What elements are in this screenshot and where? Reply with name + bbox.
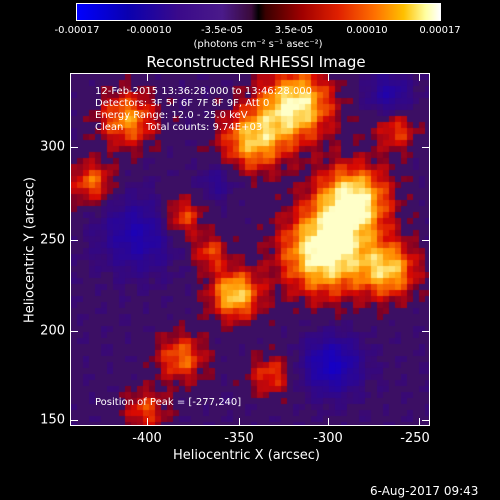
colorbar-tick-label: 3.5e-05 <box>274 25 314 36</box>
y-tick-label: 300 <box>40 139 65 155</box>
y-tick-mark <box>422 331 430 332</box>
time-range-label: 12-Feb-2015 13:36:28.000 to 13:46:28.000 <box>95 86 313 97</box>
rhessi-image-canvas <box>71 74 429 425</box>
colorbar <box>76 3 441 21</box>
x-axis-title: Heliocentric X (arcsec) <box>173 448 320 463</box>
y-tick-label: 150 <box>40 412 65 428</box>
y-tick-mark <box>70 331 78 332</box>
total-counts-label: Total counts: 9.74E+03 <box>146 122 263 133</box>
x-tick-mark <box>419 73 420 81</box>
colorbar-tick-label: -3.5e-05 <box>201 25 243 36</box>
footer-date: 6-Aug-2017 09:43 <box>370 484 479 498</box>
colorbar-tick-label: -0.00017 <box>54 25 100 36</box>
image-title: Reconstructed RHESSI Image <box>146 53 366 71</box>
x-tick-mark <box>147 418 148 426</box>
x-tick-mark <box>239 418 240 426</box>
x-tick-label: -300 <box>313 431 343 446</box>
y-tick-mark <box>70 420 78 421</box>
energy-range-label: Energy Range: 12.0 - 25.0 keV <box>95 110 248 121</box>
y-tick-label: 250 <box>40 232 65 248</box>
y-tick-mark <box>422 420 430 421</box>
x-tick-mark <box>328 73 329 81</box>
clean-label: Clean <box>95 122 124 133</box>
x-tick-mark <box>328 418 329 426</box>
x-tick-mark <box>147 73 148 81</box>
y-tick-mark <box>422 240 430 241</box>
y-tick-label: 200 <box>40 323 65 339</box>
peak-position-label: Position of Peak = [-277,240] <box>95 397 242 408</box>
x-tick-mark <box>239 73 240 81</box>
rhessi-image <box>70 73 430 426</box>
detectors-label: Detectors: 3F 5F 6F 7F 8F 9F, Att 0 <box>95 98 270 109</box>
colorbar-tick-label: -0.00010 <box>126 25 172 36</box>
x-tick-label: -350 <box>224 431 254 446</box>
y-axis-title: Heliocentric Y (arcsec) <box>22 177 38 323</box>
y-tick-mark <box>422 147 430 148</box>
x-tick-label: -400 <box>132 431 162 446</box>
colorbar-units: (photons cm⁻² s⁻¹ asec⁻²) <box>193 39 323 50</box>
x-tick-label: -250 <box>400 431 430 446</box>
x-tick-mark <box>419 418 420 426</box>
y-tick-mark <box>70 240 78 241</box>
y-tick-mark <box>70 147 78 148</box>
colorbar-tick-label: 0.00017 <box>419 25 461 36</box>
colorbar-tick-label: 0.00010 <box>346 25 388 36</box>
